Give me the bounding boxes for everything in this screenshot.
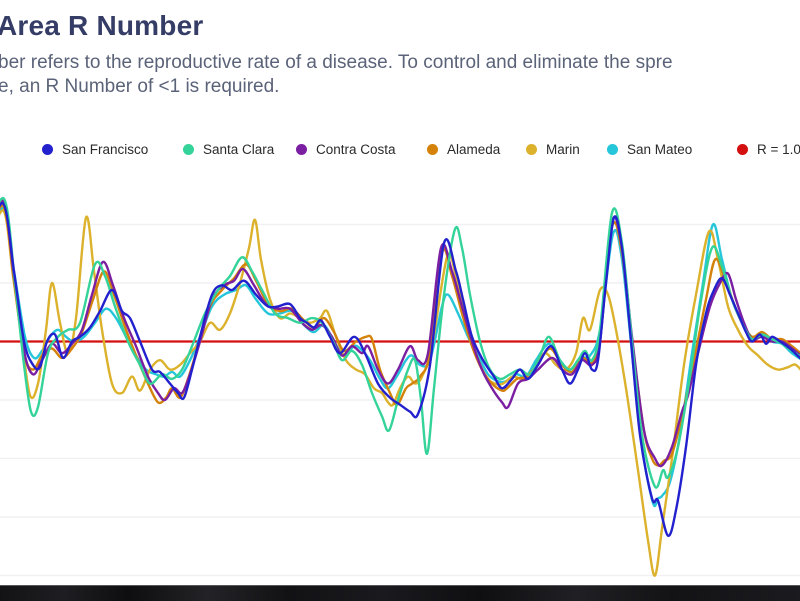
page-title: Area R Number [0, 10, 204, 41]
subtitle-line-1: ber refers to the reproductive rate of a… [0, 52, 673, 73]
legend-dot-icon [427, 144, 438, 155]
legend-dot-icon [42, 144, 53, 155]
subtitle-line-2: e, an R Number of <1 is required. [0, 76, 280, 97]
series-line-alameda[interactable] [0, 204, 800, 467]
legend-item-san-francisco[interactable]: San Francisco [42, 142, 148, 157]
legend-item-alameda[interactable]: Alameda [427, 142, 500, 157]
legend-label: Marin [546, 142, 580, 157]
series-line-marin[interactable] [0, 209, 800, 577]
legend-label: Santa Clara [203, 142, 275, 157]
legend-dot-icon [737, 144, 748, 155]
series-line-san-mateo[interactable] [0, 206, 800, 508]
legend-dot-icon [183, 144, 194, 155]
legend-label: San Francisco [62, 142, 149, 157]
chart-legend: San Francisco Santa Clara Contra Costa Alam… [0, 142, 800, 162]
series-line-contra-costa[interactable] [0, 199, 800, 468]
legend-dot-icon [296, 144, 307, 155]
series-line-san-francisco[interactable] [0, 202, 800, 537]
legend-label: Alameda [447, 142, 501, 157]
legend-item-r-1-0[interactable]: R = 1.0 [737, 142, 800, 157]
legend-label: R = 1.0 [757, 142, 800, 157]
r-number-line-chart[interactable] [0, 178, 800, 585]
series-line-santa-clara[interactable] [0, 197, 800, 489]
legend-label: Contra Costa [316, 142, 396, 157]
bottom-dark-strip [0, 585, 800, 601]
legend-label: San Mateo [627, 142, 693, 157]
legend-dot-icon [607, 144, 618, 155]
legend-item-san-mateo[interactable]: San Mateo [607, 142, 692, 157]
legend-item-marin[interactable]: Marin [526, 142, 580, 157]
legend-dot-icon [526, 144, 537, 155]
legend-item-santa-clara[interactable]: Santa Clara [183, 142, 274, 157]
legend-item-contra-costa[interactable]: Contra Costa [296, 142, 396, 157]
